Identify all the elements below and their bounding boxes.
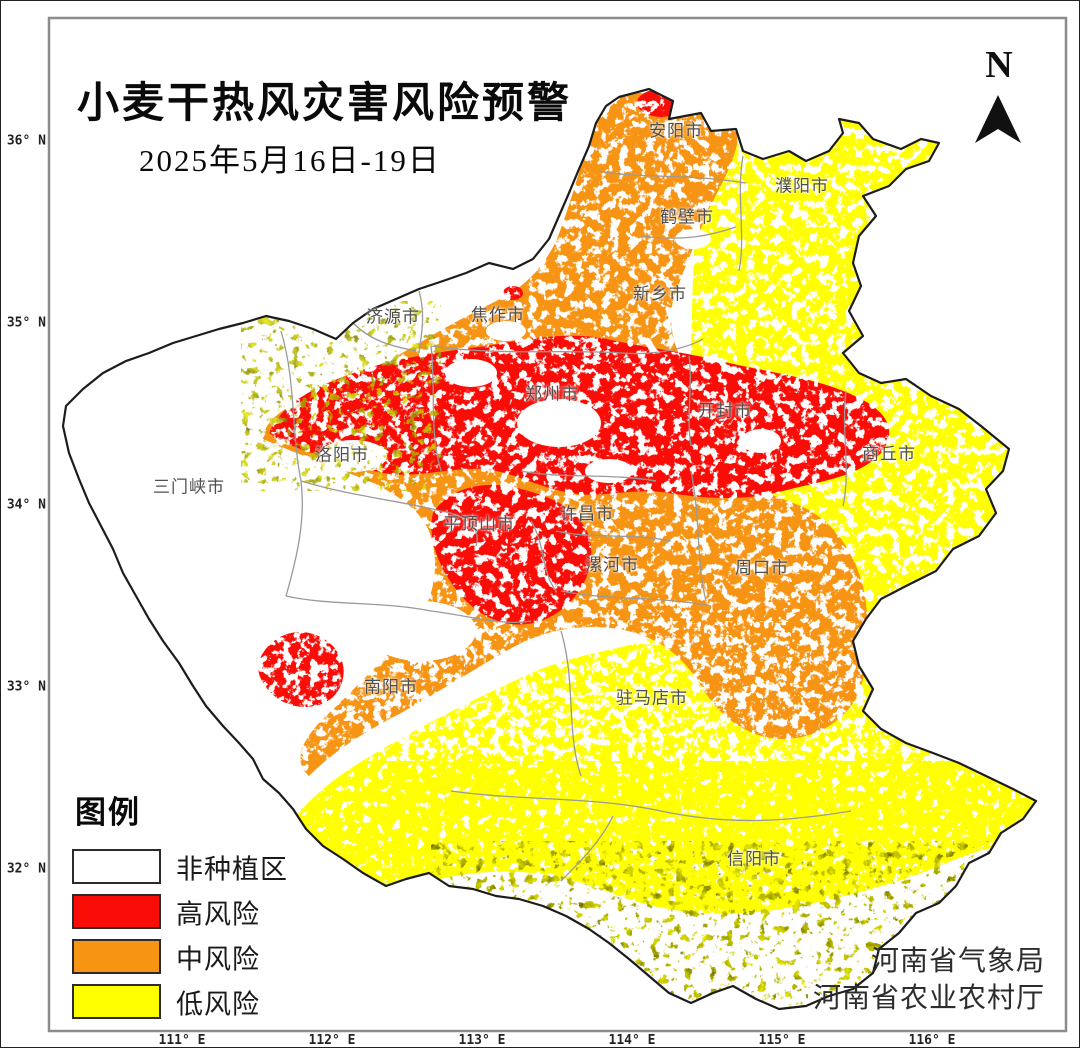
attribution: 河南省气象局 河南省农业农村厅 <box>813 943 1045 1017</box>
city-label: 商丘市 <box>862 444 916 464</box>
city-label: 平顶山市 <box>443 514 515 534</box>
city-label: 三门峡市 <box>153 477 225 497</box>
city-label: 鹤壁市 <box>660 207 714 227</box>
longitude-tick-label: 112° E <box>308 1033 356 1048</box>
legend-label: 中风险 <box>176 944 260 974</box>
latitude-tick-label: 33° N <box>6 679 46 695</box>
longitude-tick-label: 113° E <box>458 1033 506 1048</box>
attribution-line-2: 河南省农业农村厅 <box>812 983 1045 1014</box>
legend-swatch-low-risk <box>72 984 161 1019</box>
page-title: 小麦干热风灾害风险预警 <box>77 79 573 126</box>
city-label: 信阳市 <box>727 849 781 869</box>
longitude-tick-label: 115° E <box>758 1033 806 1048</box>
date-range: 2025年5月16日-19日 <box>139 143 441 178</box>
province-boundary <box>61 87 1038 1011</box>
city-label: 驻马店市 <box>616 688 688 708</box>
north-label: N <box>985 44 1013 86</box>
legend-swatch-medium-risk <box>72 939 161 974</box>
latitude-tick-label: 32° N <box>6 861 46 877</box>
latitude-tick-label: 35° N <box>6 315 46 331</box>
city-label: 新乡市 <box>633 284 687 304</box>
city-label: 南阳市 <box>364 677 418 697</box>
longitude-tick-label: 111° E <box>158 1033 206 1048</box>
longitude-tick-label: 114° E <box>608 1033 656 1048</box>
legend-label: 高风险 <box>176 899 260 929</box>
city-label: 焦作市 <box>471 305 525 325</box>
city-label: 安阳市 <box>649 121 703 141</box>
north-arrow-icon <box>975 95 1021 143</box>
city-label: 济源市 <box>366 307 420 327</box>
longitude-tick-label: 116° E <box>908 1033 956 1048</box>
attribution-line-1: 河南省气象局 <box>870 946 1045 977</box>
latitude-tick-label: 34° N <box>6 497 46 513</box>
city-label: 濮阳市 <box>775 176 829 196</box>
legend-label: 非种植区 <box>176 854 288 884</box>
latitude-tick-label: 36° N <box>6 133 46 149</box>
city-label: 郑州市 <box>525 384 579 404</box>
legend-swatch-high-risk <box>72 894 161 929</box>
city-label: 周口市 <box>735 558 789 578</box>
city-label: 洛阳市 <box>315 445 369 465</box>
city-label: 漯河市 <box>585 555 639 575</box>
legend-swatch-non-planting <box>72 849 161 884</box>
legend-title: 图例 <box>75 795 141 830</box>
legend-label: 低风险 <box>176 989 260 1019</box>
map-frame <box>47 16 1068 1033</box>
city-label: 许昌市 <box>560 504 614 524</box>
city-label: 开封市 <box>698 401 752 421</box>
district-boundaries <box>280 155 852 882</box>
